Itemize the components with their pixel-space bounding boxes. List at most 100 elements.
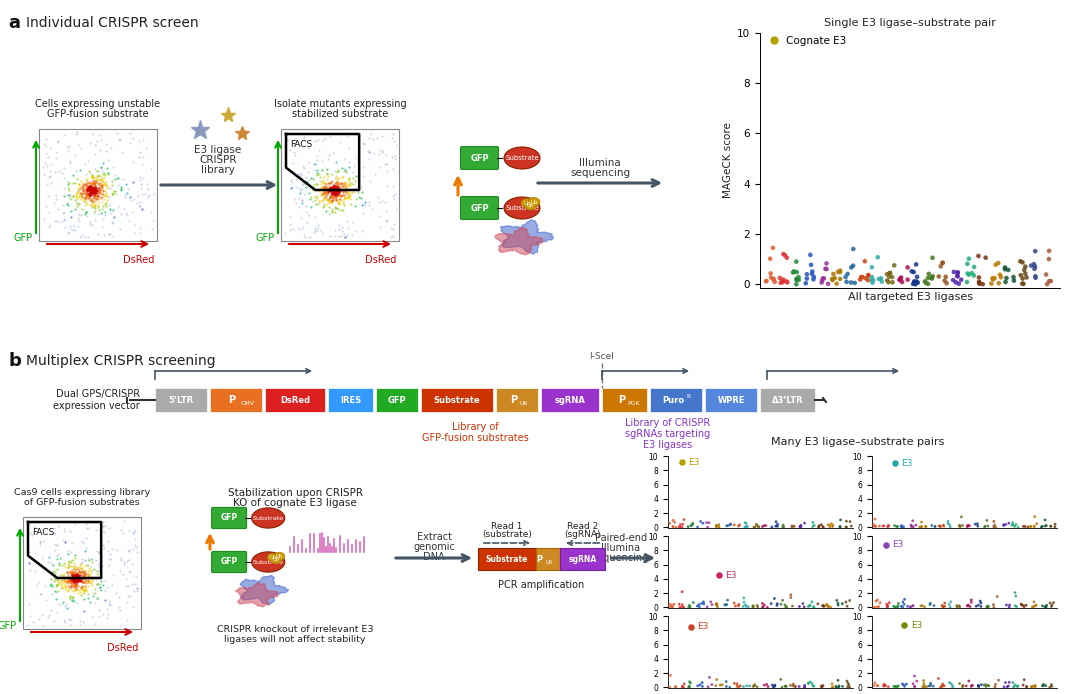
Point [698,517,715,528]
Point [881,597,898,608]
Point [805,601,822,612]
Bar [265,388,325,412]
Point [771,277,789,288]
Point [737,600,754,611]
Point [778,252,795,263]
Bar [760,388,815,412]
Point [722,682,739,693]
Point [1043,679,1060,691]
Point [942,678,960,689]
Point [960,675,977,686]
Point [931,520,948,532]
Point [671,599,688,610]
Point [1038,680,1055,691]
Text: Illumina: Illumina [602,543,641,553]
Point [804,266,821,277]
Point [708,599,725,610]
Point [964,680,981,691]
Text: PCR amplification: PCR amplification [499,580,584,590]
Point [889,601,907,612]
Point [941,602,959,613]
Point [754,602,771,613]
Point [778,602,795,613]
Text: Read 2: Read 2 [567,522,598,531]
Point [1033,600,1051,611]
Point [1026,263,1043,274]
Point [766,593,783,604]
Point [906,277,923,288]
Point [673,457,690,468]
Point [819,278,836,289]
Point [763,598,780,609]
Point [765,274,782,285]
Text: E3 ligase: E3 ligase [195,145,241,155]
Point [782,592,800,603]
Point [980,601,998,612]
Text: sgRNA: sgRNA [568,555,596,564]
Text: Cells expressing unstable: Cells expressing unstable [36,99,160,109]
Point [681,681,698,692]
Point [699,601,716,612]
Point [881,271,898,282]
Point [826,273,843,284]
Point [682,677,699,688]
Point [922,680,939,691]
Point [863,271,881,282]
Point [986,602,1003,613]
Point [832,265,849,276]
Point [953,511,971,523]
Point [1017,261,1034,272]
Text: of GFP-fusion substrates: of GFP-fusion substrates [24,498,140,507]
Point [853,271,870,282]
Point [1014,278,1031,289]
Text: GFP: GFP [471,153,489,162]
Point [744,600,762,611]
Point [671,521,688,532]
Point [750,520,767,532]
Point [1037,601,1054,612]
Point [986,520,1003,531]
X-axis label: All targeted E3 ligases: All targeted E3 ligases [847,292,973,302]
Point [932,521,949,532]
Point [754,602,771,613]
Point [791,521,808,532]
Point [959,600,976,611]
Point [880,277,897,288]
Ellipse shape [522,198,533,208]
Point [1008,681,1026,692]
Y-axis label: MAGeCK score: MAGeCK score [723,123,733,198]
Point [1003,520,1020,531]
Point [828,681,845,692]
Point [963,597,980,608]
Point [899,274,916,285]
Point [1034,680,1052,691]
Point [831,521,848,532]
Text: E3: E3 [893,540,903,549]
Point [674,682,691,693]
Bar [560,548,605,570]
Point [1005,520,1022,531]
Point [915,601,933,612]
Point [779,277,796,288]
Point [870,601,887,612]
Point [880,520,897,532]
Point [888,681,906,692]
Point [745,679,763,691]
Point [980,680,998,691]
Point [979,520,997,532]
Point [1021,520,1039,532]
Point [1037,520,1054,532]
Text: DNA: DNA [423,552,445,562]
Point [709,600,726,611]
Point [867,521,884,532]
Point [1024,682,1041,693]
Point [1041,245,1058,256]
Point [763,272,780,283]
Text: Dual GPS/CRISPR
expression vector: Dual GPS/CRISPR expression vector [53,389,140,411]
Point [684,518,701,529]
Point [790,274,807,285]
Point [997,276,1014,287]
Point [814,275,831,286]
Text: Puro: Puro [662,396,684,405]
Point [830,675,847,686]
